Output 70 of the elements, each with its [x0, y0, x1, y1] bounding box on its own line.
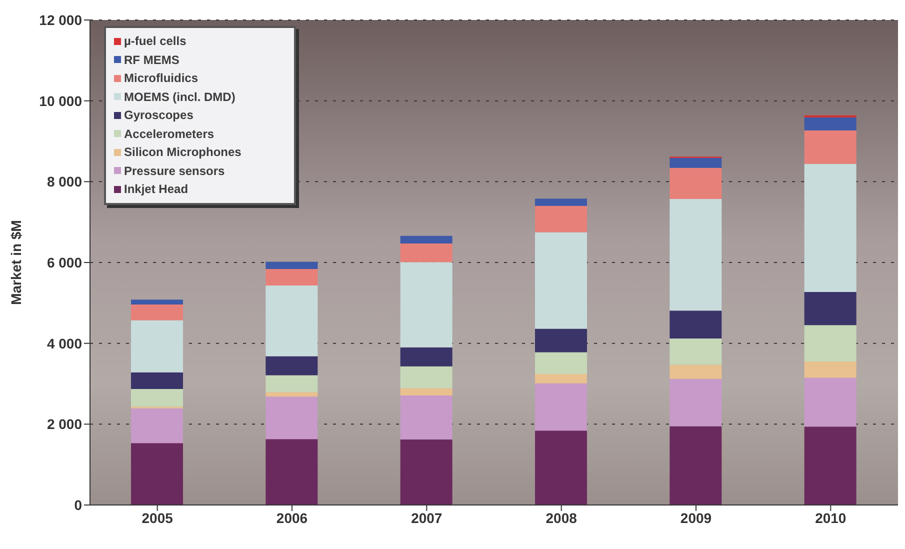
bar: [670, 338, 722, 365]
bar: [804, 378, 856, 427]
bar: [535, 328, 587, 352]
bar: [131, 408, 183, 444]
bar: [535, 198, 587, 206]
x-tick-label: 2006: [276, 510, 308, 526]
bar: [670, 158, 722, 168]
x-tick-label: 2009: [680, 510, 712, 526]
x-tick-label: 2010: [815, 510, 846, 526]
bar: [266, 356, 318, 376]
bar: [400, 388, 452, 396]
bar: [670, 168, 722, 200]
bar: [535, 383, 587, 431]
bar: [400, 244, 452, 262]
bar: [670, 364, 722, 379]
bar: [804, 292, 856, 326]
y-tick-label: 10 000: [39, 92, 82, 109]
y-tick-label: 6 000: [46, 254, 82, 270]
bar: [400, 366, 452, 388]
bar: [670, 426, 722, 505]
legend-label: MOEMS (incl. DMD): [124, 90, 236, 104]
y-axis-title: Market in $M: [8, 220, 24, 305]
bar: [804, 362, 856, 378]
x-tick-label: 2005: [142, 510, 174, 526]
bar: [400, 440, 452, 505]
bar: [400, 236, 452, 244]
y-tick-label: 0: [74, 496, 82, 513]
legend-label: Accelerometers: [124, 126, 214, 141]
bar: [804, 325, 856, 362]
bar: [535, 430, 587, 505]
bar: [400, 395, 452, 440]
y-tick-label: 8 000: [46, 174, 82, 190]
bar: [266, 262, 318, 269]
x-tick-label: 2008: [546, 510, 578, 526]
bar: [266, 286, 318, 356]
bar: [266, 439, 318, 505]
bar: [804, 130, 856, 164]
y-tick-label: 4 000: [46, 335, 82, 352]
bar: [266, 392, 318, 397]
bar: [535, 206, 587, 232]
bar: [670, 199, 722, 311]
legend-label: Pressure sensors: [124, 164, 225, 178]
bar: [535, 352, 587, 374]
legend-label: Inkjet Head: [124, 182, 188, 196]
bar: [131, 300, 183, 305]
legend-label: Gyroscopes: [124, 108, 194, 122]
bar: [131, 320, 183, 372]
bar: [131, 372, 183, 390]
bar: [400, 262, 452, 348]
bar: [400, 347, 452, 366]
legend-label: µ-fuel cells: [124, 34, 186, 48]
legend-label: Microfluidics: [124, 71, 198, 86]
bar: [804, 117, 856, 130]
bar: [266, 375, 318, 392]
y-tick-label: 2 000: [46, 416, 82, 432]
bar: [266, 268, 318, 286]
bar: [804, 426, 856, 505]
legend-label: RF MEMS: [124, 52, 180, 67]
legend-label: Silicon Microphones: [124, 145, 242, 160]
bar: [804, 164, 856, 292]
bar: [266, 396, 318, 440]
x-tick-label: 2007: [411, 510, 442, 526]
bar: [131, 389, 183, 407]
bar: [131, 304, 183, 320]
bar: [131, 443, 183, 505]
y-tick-label: 12 000: [39, 12, 82, 28]
bar: [535, 232, 587, 329]
bar: [535, 374, 587, 384]
bar: [670, 378, 722, 426]
bar: [670, 310, 722, 338]
